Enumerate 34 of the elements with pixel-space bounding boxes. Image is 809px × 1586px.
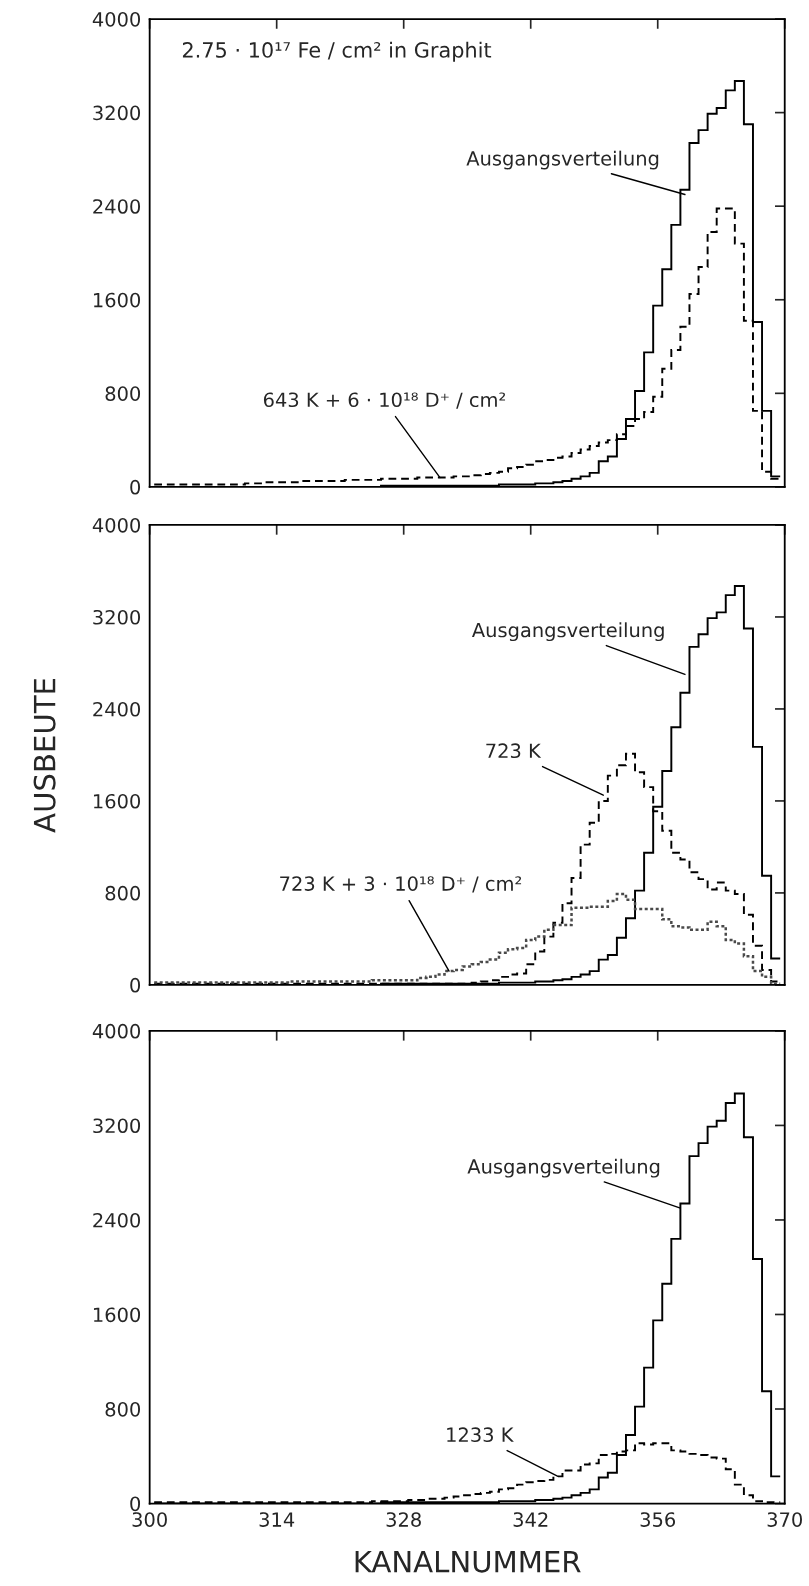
y-tick-label: 1600 xyxy=(93,793,141,809)
y-tick-label: 1600 xyxy=(93,292,141,308)
y-tick-label: 4000 xyxy=(92,11,141,27)
y-tick-label: 800 xyxy=(105,1401,141,1417)
y-tick-label: 2400 xyxy=(93,701,141,717)
y-tick-label: 1600 xyxy=(93,1307,141,1323)
y-tick-label: 3200 xyxy=(93,1118,141,1134)
annotation: 723 K xyxy=(486,743,542,759)
x-tick-label: 342 xyxy=(513,1512,548,1527)
y-tick-label: 800 xyxy=(105,885,141,901)
y-tick-label: 800 xyxy=(105,386,141,401)
x-axis-title: KANALNUMMER xyxy=(355,1551,581,1573)
x-tick-label: 356 xyxy=(640,1512,676,1527)
y-tick-label: 4000 xyxy=(92,517,141,533)
annotation: 1233 K xyxy=(447,1427,514,1443)
y-tick-label: 4000 xyxy=(92,1023,141,1039)
x-tick-label: 300 xyxy=(132,1512,167,1527)
x-tick-label: 314 xyxy=(259,1512,295,1527)
annotation: Ausgangsverteilung xyxy=(467,1158,660,1178)
y-tick-label: 2400 xyxy=(93,1212,141,1228)
y-axis-title: AUSBEUTE xyxy=(33,678,56,833)
annotation: 643 K + 6 · 10¹⁸ D⁺ / cm² xyxy=(263,392,506,409)
y-tick-label: 3200 xyxy=(93,105,141,121)
annotation: Ausgangsverteilung xyxy=(471,622,664,642)
y-tick-label: 2400 xyxy=(93,199,141,214)
y-tick-label: 0 xyxy=(130,1496,141,1512)
y-tick-label: 0 xyxy=(130,977,141,993)
annotation: Ausgangsverteilung xyxy=(466,150,659,170)
y-tick-label: 0 xyxy=(130,479,141,495)
x-tick-label: 370 xyxy=(767,1512,802,1527)
annotation: 723 K + 3 · 10¹⁸ D⁺ / cm² xyxy=(280,876,522,893)
y-tick-label: 3200 xyxy=(93,609,141,625)
annotation: 2.75 · 10¹⁷ Fe / cm² in Graphit xyxy=(182,41,492,62)
x-tick-label: 328 xyxy=(386,1512,421,1527)
